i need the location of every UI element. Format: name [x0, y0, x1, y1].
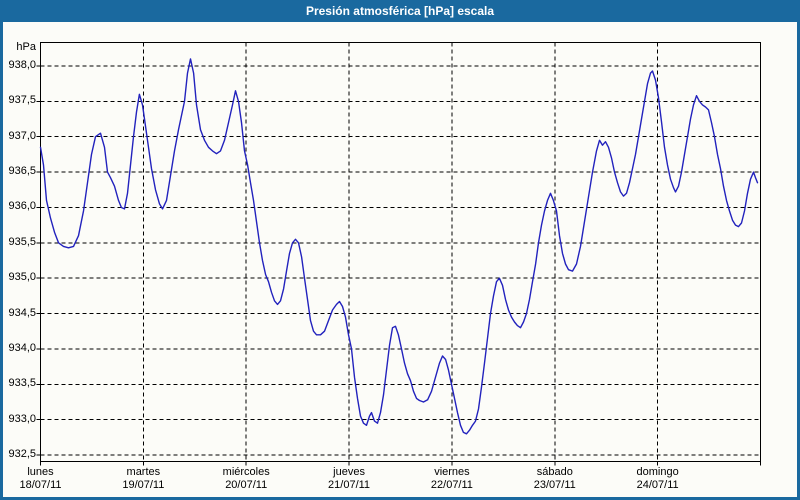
y-tick-label: 934,0 — [8, 341, 36, 354]
day-date-label: 18/07/11 — [19, 479, 62, 491]
y-tick-label: 935,5 — [8, 235, 36, 248]
day-name-label: domingo — [636, 466, 679, 478]
x-day-label: sábado 23/07/11 — [505, 466, 605, 492]
day-date-label: 19/07/11 — [122, 479, 165, 491]
title-bar: Presión atmosférica [hPa] escala — [0, 0, 800, 22]
day-name-label: viernes — [434, 466, 470, 478]
chart-panel — [3, 22, 797, 497]
y-tick-label: 937,0 — [8, 129, 36, 142]
day-date-label: 21/07/11 — [328, 479, 371, 491]
y-axis-unit-label: hPa — [16, 41, 36, 53]
y-tick-label: 937,5 — [8, 94, 36, 107]
day-date-label: 24/07/11 — [636, 479, 679, 491]
y-tick-label: 933,5 — [8, 377, 36, 390]
day-name-label: sábado — [536, 466, 573, 478]
day-name-label: martes — [126, 466, 161, 478]
y-tick-label: 938,0 — [8, 59, 36, 71]
day-date-label: 22/07/11 — [430, 479, 473, 491]
day-date-label: 20/07/11 — [225, 479, 268, 491]
day-date-label: 23/07/11 — [533, 479, 576, 491]
day-name-label: miércoles — [222, 466, 270, 478]
y-tick-label: 934,5 — [8, 306, 36, 319]
y-tick-label: 936,5 — [8, 165, 36, 178]
x-day-label: miércoles 20/07/11 — [196, 466, 296, 492]
y-tick-label: 935,0 — [8, 271, 36, 284]
y-tick-label: 933,0 — [8, 412, 36, 425]
x-day-label: domingo 24/07/11 — [608, 466, 708, 492]
day-name-label: lunes — [27, 466, 54, 478]
x-day-label: martes 19/07/11 — [93, 466, 193, 492]
y-tick-label: 932,5 — [8, 448, 36, 460]
x-day-label: viernes 22/07/11 — [402, 466, 502, 492]
window-title: Presión atmosférica [hPa] escala — [305, 4, 495, 18]
x-day-label: lunes 18/07/11 — [0, 466, 91, 492]
y-tick-label: 936,0 — [8, 200, 36, 213]
day-name-label: jueves — [333, 466, 365, 478]
x-day-label: jueves 21/07/11 — [299, 466, 399, 492]
